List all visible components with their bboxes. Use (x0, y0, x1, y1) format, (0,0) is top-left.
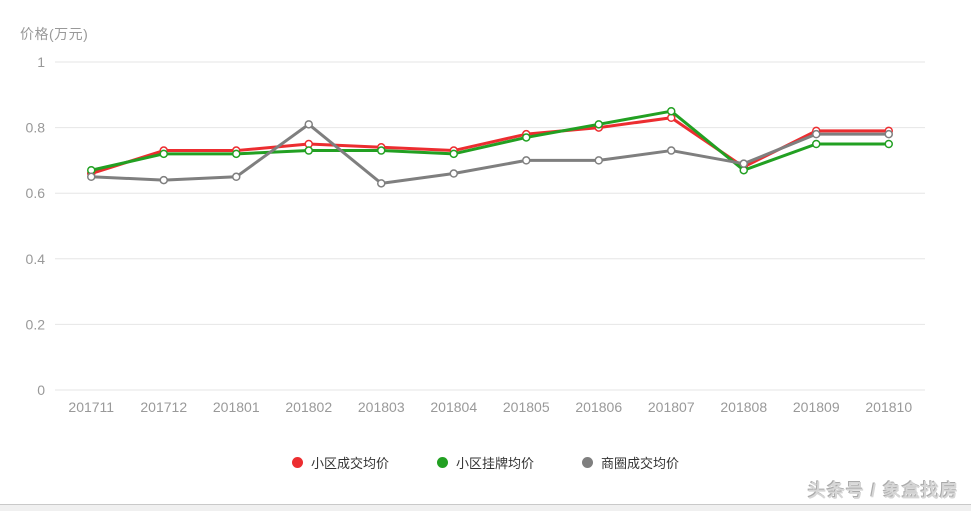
data-point (159, 175, 168, 185)
y-axis-tick-label: 1 (37, 54, 45, 70)
x-axis-tick-label: 201802 (285, 399, 332, 415)
data-point (304, 120, 313, 129)
y-axis-tick-label: 0.8 (26, 120, 46, 136)
price-trend-line-chart: 0 0.2 0.4 0.6 0.8 1 201711 201712 201801 201802 20… (26, 54, 925, 415)
legend-item-2[interactable]: 商圈成交均价 (582, 453, 679, 472)
legend-label: 小区成交均价 (310, 456, 389, 471)
x-axis-tick-label: 201810 (865, 399, 912, 415)
x-axis-tick-label: 201806 (575, 399, 622, 415)
data-point (739, 159, 748, 168)
data-point (594, 120, 603, 129)
legend-item-1[interactable]: 小区挂牌均价 (436, 453, 534, 472)
data-point (667, 106, 676, 116)
data-point (812, 129, 821, 139)
data-point (884, 139, 893, 149)
data-point (232, 149, 241, 159)
chart-legend: 小区成交均价 小区挂牌均价 商圈成交均价 (0, 453, 971, 472)
data-point (812, 139, 821, 149)
x-axis-tick-label: 201805 (503, 399, 550, 415)
data-point (449, 149, 458, 159)
legend-dot-icon (436, 457, 448, 468)
data-point (87, 172, 96, 182)
y-axis-tick-label: 0.4 (26, 251, 46, 267)
x-axis-tick-label: 201807 (648, 399, 695, 415)
data-point (884, 129, 893, 139)
bottom-divider (0, 504, 971, 511)
data-point (667, 146, 676, 155)
watermark: 头条号 / 象盒找房 (807, 481, 959, 501)
data-point (594, 156, 603, 165)
x-axis-tick-label: 201809 (793, 399, 840, 415)
legend-label: 商圈成交均价 (601, 456, 680, 471)
data-point (522, 156, 531, 165)
series-line-2 (89, 122, 891, 185)
x-axis-tick-label: 201712 (140, 399, 187, 415)
data-point (159, 149, 168, 159)
series-line-0 (89, 116, 891, 176)
y-axis-tick-label: 0.6 (26, 185, 46, 201)
data-point (377, 179, 386, 188)
legend-dot-icon (291, 457, 303, 468)
x-axis-tick-label: 201808 (720, 399, 767, 415)
legend-item-0[interactable]: 小区成交均价 (291, 453, 389, 472)
y-axis-tick-label: 0 (37, 382, 45, 398)
x-axis-tick-label: 201711 (68, 399, 114, 415)
data-point (522, 133, 531, 142)
x-axis-tick-label: 201803 (358, 399, 405, 415)
series-line-1 (89, 109, 891, 172)
x-axis-tick-label: 201801 (213, 399, 260, 415)
data-point (304, 146, 313, 155)
x-axis-tick-label: 201804 (430, 399, 477, 415)
legend-dot-icon (582, 457, 593, 468)
legend-label: 小区挂牌均价 (455, 456, 534, 471)
data-point (377, 146, 386, 155)
data-point (232, 172, 241, 182)
data-point (449, 169, 458, 178)
y-axis-tick-label: 0.2 (26, 316, 46, 332)
y-axis-title: 价格(万元) (20, 26, 89, 42)
